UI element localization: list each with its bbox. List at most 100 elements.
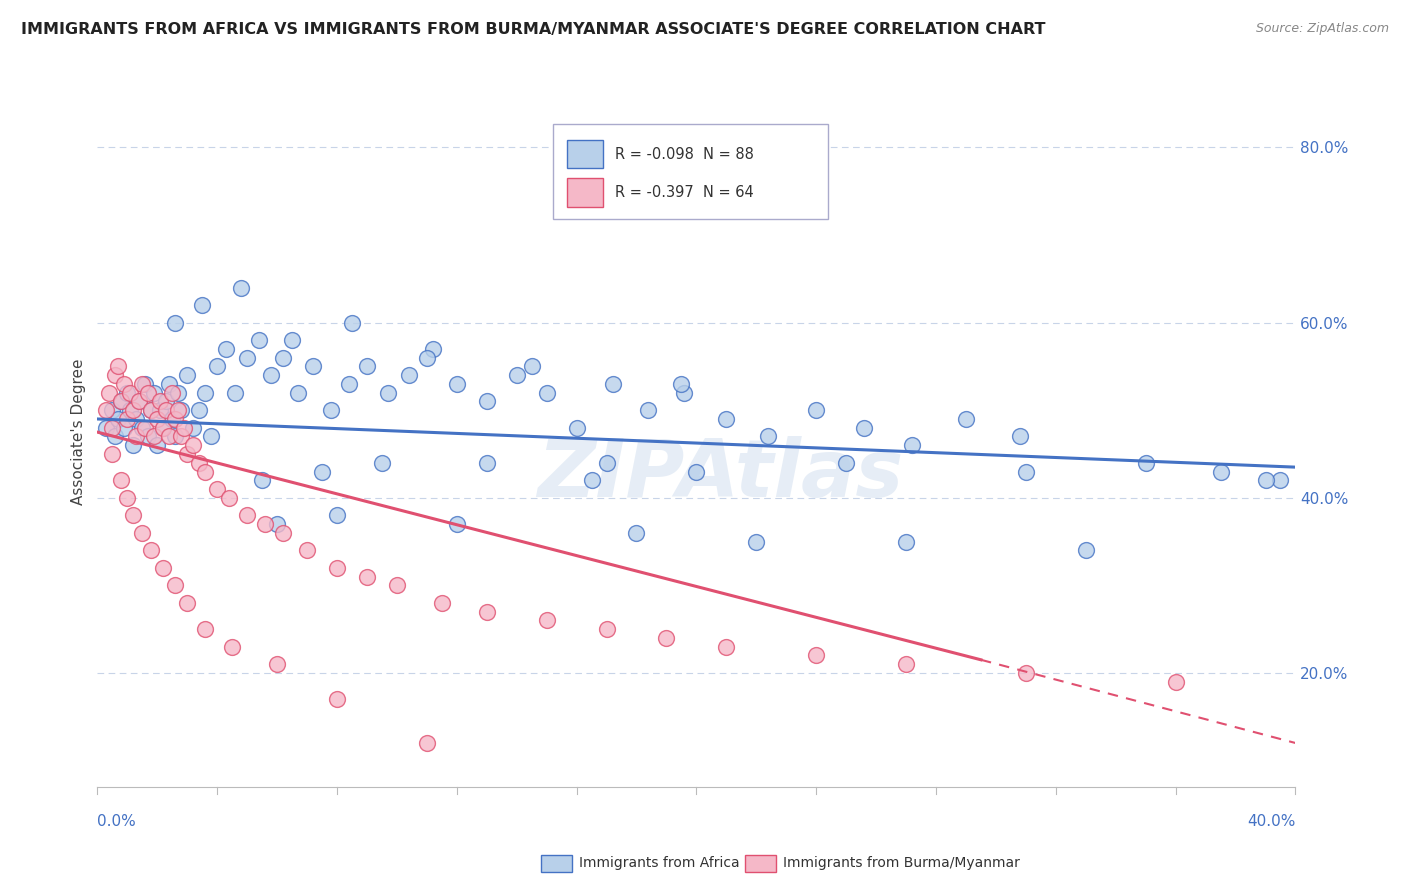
- Point: [337, 376, 360, 391]
- Point: [340, 316, 363, 330]
- Point: [143, 429, 166, 443]
- Point: [165, 578, 187, 592]
- Point: [221, 640, 243, 654]
- Point: [326, 692, 349, 706]
- Point: [194, 465, 217, 479]
- Text: Immigrants from Burma/Myanmar: Immigrants from Burma/Myanmar: [783, 856, 1019, 871]
- Point: [385, 578, 408, 592]
- Point: [626, 525, 648, 540]
- Point: [835, 456, 858, 470]
- Point: [141, 403, 163, 417]
- Point: [98, 385, 121, 400]
- Point: [96, 421, 118, 435]
- Point: [520, 359, 543, 374]
- Point: [271, 525, 294, 540]
- Point: [157, 429, 180, 443]
- Text: ZIPAtlas: ZIPAtlas: [537, 435, 904, 514]
- Point: [134, 376, 156, 391]
- Point: [134, 421, 156, 435]
- Point: [685, 465, 707, 479]
- Point: [136, 429, 159, 443]
- Point: [236, 508, 259, 523]
- Point: [107, 359, 129, 374]
- Point: [143, 385, 166, 400]
- Point: [117, 491, 139, 505]
- Point: [170, 429, 193, 443]
- Text: R = -0.098  N = 88: R = -0.098 N = 88: [614, 146, 754, 161]
- Point: [149, 403, 172, 417]
- Point: [853, 421, 876, 435]
- Point: [536, 385, 558, 400]
- Point: [416, 736, 439, 750]
- Point: [112, 421, 135, 435]
- Point: [146, 438, 169, 452]
- Point: [806, 648, 828, 663]
- Point: [319, 403, 342, 417]
- Point: [356, 569, 378, 583]
- Point: [1209, 465, 1232, 479]
- Point: [205, 359, 228, 374]
- Point: [117, 385, 139, 400]
- Point: [107, 412, 129, 426]
- Point: [1074, 543, 1097, 558]
- Point: [247, 333, 270, 347]
- Point: [146, 412, 169, 426]
- Point: [205, 482, 228, 496]
- Point: [475, 605, 498, 619]
- Point: [595, 456, 617, 470]
- Point: [398, 368, 420, 383]
- Point: [266, 657, 288, 672]
- Point: [446, 517, 468, 532]
- Point: [271, 351, 294, 365]
- Point: [110, 473, 132, 487]
- Point: [655, 631, 678, 645]
- Point: [430, 596, 453, 610]
- Point: [112, 376, 135, 391]
- Point: [110, 394, 132, 409]
- Point: [200, 429, 222, 443]
- Text: R = -0.397  N = 64: R = -0.397 N = 64: [614, 185, 754, 200]
- Point: [191, 298, 214, 312]
- Point: [446, 376, 468, 391]
- Point: [125, 429, 148, 443]
- Point: [152, 561, 174, 575]
- Point: [602, 376, 624, 391]
- Point: [131, 376, 153, 391]
- Point: [131, 525, 153, 540]
- Point: [170, 403, 193, 417]
- Point: [637, 403, 659, 417]
- Point: [806, 403, 828, 417]
- Point: [326, 508, 349, 523]
- Point: [165, 429, 187, 443]
- Point: [194, 622, 217, 636]
- Point: [581, 473, 603, 487]
- Point: [901, 438, 924, 452]
- Point: [894, 657, 917, 672]
- Point: [152, 421, 174, 435]
- Point: [218, 491, 240, 505]
- Point: [101, 421, 124, 435]
- Point: [165, 412, 187, 426]
- Point: [745, 534, 768, 549]
- Text: IMMIGRANTS FROM AFRICA VS IMMIGRANTS FROM BURMA/MYANMAR ASSOCIATE'S DEGREE CORRE: IMMIGRANTS FROM AFRICA VS IMMIGRANTS FRO…: [21, 22, 1046, 37]
- Point: [894, 534, 917, 549]
- Point: [671, 376, 693, 391]
- Point: [128, 394, 150, 409]
- Point: [229, 280, 252, 294]
- Point: [377, 385, 399, 400]
- Point: [475, 456, 498, 470]
- Point: [302, 359, 325, 374]
- Point: [356, 359, 378, 374]
- Point: [716, 412, 738, 426]
- Point: [101, 403, 124, 417]
- Point: [160, 385, 183, 400]
- Point: [120, 385, 142, 400]
- Point: [1015, 465, 1038, 479]
- Point: [295, 543, 318, 558]
- Point: [104, 429, 127, 443]
- FancyBboxPatch shape: [567, 140, 603, 169]
- Text: 0.0%: 0.0%: [97, 814, 136, 830]
- Point: [955, 412, 977, 426]
- Point: [756, 429, 779, 443]
- Point: [505, 368, 527, 383]
